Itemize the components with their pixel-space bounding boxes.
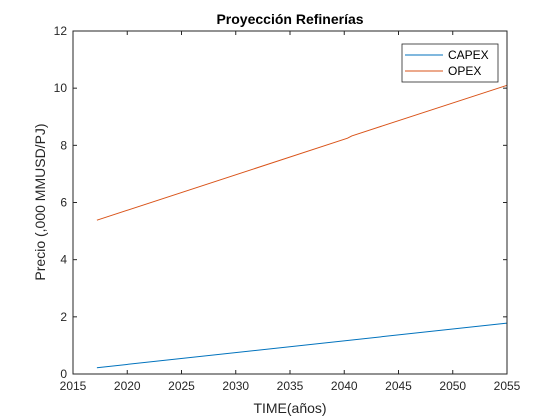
series-line-capex: [96, 322, 508, 369]
y-tick-label: 4: [60, 253, 67, 267]
x-tick-label: 2045: [385, 379, 412, 393]
x-tick-label: 2025: [168, 379, 195, 393]
y-tick-label: 10: [54, 81, 68, 95]
x-axis-label: TIME(años): [253, 400, 326, 416]
legend: CAPEX OPEX: [401, 43, 499, 83]
y-tick-label: 12: [54, 24, 68, 38]
legend-label-capex: CAPEX: [448, 48, 489, 62]
x-tick-label: 2015: [60, 379, 87, 393]
y-axis-label: Precio (,000 MMUSD/PJ): [32, 123, 48, 280]
series-line-opex: [96, 84, 508, 221]
y-tick-label: 0: [60, 367, 67, 381]
x-tick-label: 2035: [277, 379, 304, 393]
y-tick-label: 6: [60, 196, 67, 210]
x-tick-label: 2040: [331, 379, 358, 393]
x-tick-label: 2020: [114, 379, 141, 393]
y-tick-label: 8: [60, 138, 67, 152]
legend-label-opex: OPEX: [448, 64, 481, 78]
x-tick-label: 2050: [439, 379, 466, 393]
x-tick-label: 2030: [222, 379, 249, 393]
plot-area: [73, 31, 507, 374]
chart-title: Proyección Refinerías: [216, 11, 363, 27]
legend-box: [401, 43, 499, 83]
x-tick-label: 2055: [494, 379, 521, 393]
y-tick-label: 2: [60, 310, 67, 324]
